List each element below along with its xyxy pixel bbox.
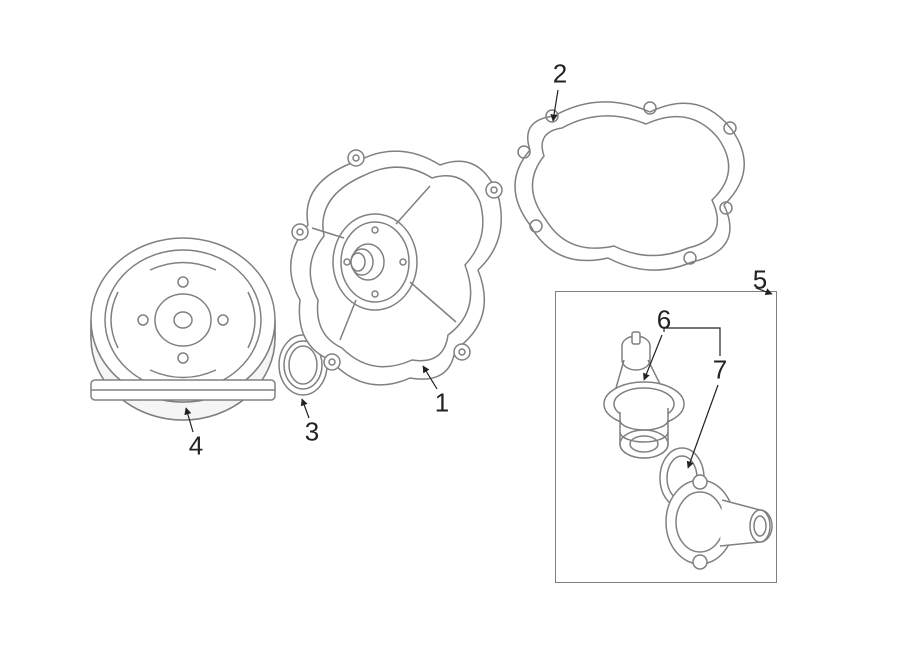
callout-3: 3 <box>305 417 319 448</box>
callout-4: 4 <box>189 431 203 462</box>
callout-6: 6 <box>657 305 671 336</box>
callout-7: 7 <box>713 355 727 386</box>
callout-2: 2 <box>553 59 567 90</box>
diagram-stage: 1 2 3 4 5 6 7 <box>0 0 900 661</box>
callout-5: 5 <box>753 265 767 296</box>
callout-1: 1 <box>435 388 449 419</box>
part-thermostat-housing <box>0 0 900 661</box>
